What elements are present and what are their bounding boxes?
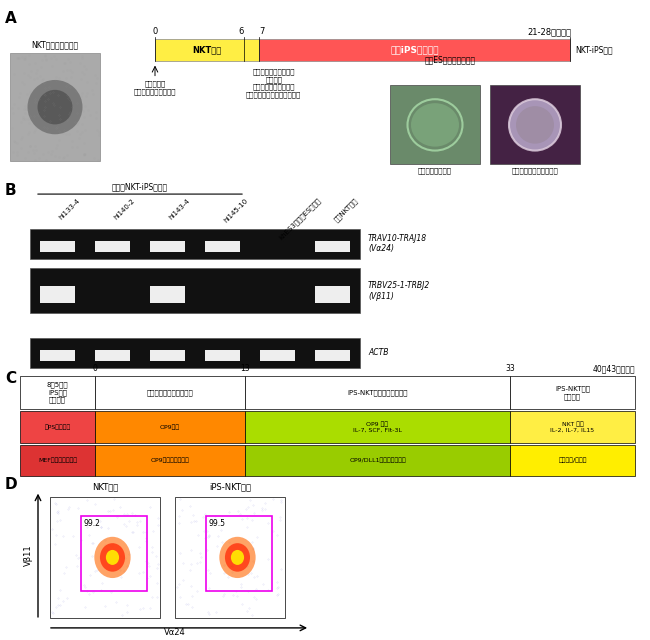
Text: ヒトES細胞様コロニー: ヒトES細胞様コロニー <box>424 56 476 65</box>
Text: hi140-2: hi140-2 <box>112 197 136 220</box>
Ellipse shape <box>94 537 131 578</box>
Text: A: A <box>5 12 17 26</box>
Text: iPS-NKT細胞分化誘導培養: iPS-NKT細胞分化誘導培養 <box>347 389 408 396</box>
Text: 血球系細胞分化誘導培養: 血球系細胞分化誘導培養 <box>147 389 194 396</box>
Bar <box>20 445 95 476</box>
Text: NKT培地: NKT培地 <box>192 45 222 54</box>
Ellipse shape <box>411 103 459 147</box>
Text: iPS-NKT細胞
成熟培養: iPS-NKT細胞 成熟培養 <box>555 385 590 399</box>
Bar <box>315 350 350 361</box>
Text: NKT 培地
IL-2, IL-7, IL15: NKT 培地 IL-2, IL-7, IL15 <box>551 421 595 433</box>
Text: フィーダー細胞培養皿
もしくは
ラミニンコート培養皿
〈フィーダー細胞無し条件〉: フィーダー細胞培養皿 もしくは ラミニンコート培養皿 〈フィーダー細胞無し条件〉 <box>246 68 302 98</box>
Text: 99.5: 99.5 <box>209 519 226 528</box>
Bar <box>150 350 185 361</box>
Text: hi143-4: hi143-4 <box>168 197 190 220</box>
Text: TRAV10-TRAJ18
(Vα24): TRAV10-TRAJ18 (Vα24) <box>368 234 427 253</box>
Bar <box>95 445 245 476</box>
Bar <box>30 229 360 259</box>
Ellipse shape <box>509 99 561 150</box>
Bar <box>206 516 272 591</box>
Bar <box>245 445 510 476</box>
Ellipse shape <box>516 106 554 143</box>
Text: ヒトNKT細胞: ヒトNKT細胞 <box>333 197 359 223</box>
Ellipse shape <box>225 543 250 572</box>
Ellipse shape <box>231 550 244 565</box>
Bar <box>30 269 360 313</box>
Text: B: B <box>5 183 17 198</box>
Text: Vβ11: Vβ11 <box>23 545 32 566</box>
Text: （ヒトNKT-iPS細胞）: （ヒトNKT-iPS細胞） <box>112 182 168 191</box>
Bar <box>245 376 510 409</box>
Text: 40～43（日目）: 40～43（日目） <box>592 364 635 373</box>
Text: OP9培地: OP9培地 <box>160 424 180 430</box>
Text: 99.2: 99.2 <box>84 519 101 528</box>
Ellipse shape <box>27 80 83 134</box>
Text: 0: 0 <box>152 27 157 36</box>
Ellipse shape <box>219 537 255 578</box>
Bar <box>50 497 160 618</box>
Ellipse shape <box>38 90 73 124</box>
Bar <box>260 350 295 361</box>
Bar <box>205 241 240 252</box>
Text: 21-28（日目）: 21-28（日目） <box>528 27 572 36</box>
Bar <box>81 516 147 591</box>
Bar <box>20 376 95 409</box>
Bar <box>490 85 580 164</box>
Text: NKT-iPS細胞: NKT-iPS細胞 <box>575 45 612 54</box>
Text: NKT細胞: NKT細胞 <box>92 483 118 492</box>
Bar <box>155 39 259 61</box>
Text: 遺伝子導入
（センダイウイルス）: 遺伝子導入 （センダイウイルス） <box>134 81 176 95</box>
Text: ACTB: ACTB <box>368 348 389 357</box>
Text: TRBV25-1-TRBJ2
(Vβ11): TRBV25-1-TRBJ2 (Vβ11) <box>368 281 430 301</box>
Ellipse shape <box>106 550 119 565</box>
Bar <box>95 241 130 252</box>
Bar <box>390 85 480 164</box>
Text: 樹状細胞/腫瘍宝: 樹状細胞/腫瘍宝 <box>558 458 587 463</box>
Bar <box>20 411 95 444</box>
Text: 0: 0 <box>92 364 98 373</box>
Text: 8～5日前
iPS細胞
培地培養: 8～5日前 iPS細胞 培地培養 <box>47 381 68 403</box>
Text: khES3（ヒトES細胞）: khES3（ヒトES細胞） <box>278 197 322 241</box>
Text: フィーダー細胞無し条件: フィーダー細胞無し条件 <box>512 167 558 174</box>
Text: ヒトiPS細胞培地: ヒトiPS細胞培地 <box>390 45 439 54</box>
Text: C: C <box>5 371 16 386</box>
Bar <box>40 286 75 303</box>
Text: OP9フィーダー飼養: OP9フィーダー飼養 <box>151 458 189 463</box>
Text: 33: 33 <box>505 364 515 373</box>
Bar <box>150 286 185 303</box>
Bar <box>40 350 75 361</box>
Text: NKT細胞（前培養）: NKT細胞（前培養） <box>31 40 79 49</box>
Text: 6: 6 <box>239 27 244 36</box>
Ellipse shape <box>100 543 125 572</box>
Bar <box>95 376 245 409</box>
Text: iPS-NKT細胞: iPS-NKT細胞 <box>209 483 251 492</box>
Text: hi145-10: hi145-10 <box>222 197 249 223</box>
Text: 7: 7 <box>259 27 265 36</box>
Bar <box>175 497 285 618</box>
Bar <box>205 350 240 361</box>
Bar <box>30 338 360 367</box>
Bar <box>95 350 130 361</box>
Bar <box>510 411 635 444</box>
Bar <box>315 286 350 303</box>
Text: MEFフィーダー飼養: MEFフィーダー飼養 <box>38 458 77 463</box>
Bar <box>510 445 635 476</box>
Bar <box>40 241 75 252</box>
Bar <box>150 241 185 252</box>
Text: 13: 13 <box>240 364 250 373</box>
Text: hi133-4: hi133-4 <box>57 197 81 220</box>
Text: フィーダー細胞上: フィーダー細胞上 <box>418 167 452 174</box>
Text: OP9/DLL1フィーダー飼養: OP9/DLL1フィーダー飼養 <box>349 458 406 463</box>
Bar <box>10 53 100 161</box>
Bar <box>259 39 570 61</box>
Bar <box>95 411 245 444</box>
Bar <box>510 376 635 409</box>
Text: OP9 培地
IL-7, SCF, Flt-3L: OP9 培地 IL-7, SCF, Flt-3L <box>353 421 402 433</box>
Bar <box>315 241 350 252</box>
Text: Vα24: Vα24 <box>164 628 186 637</box>
Text: D: D <box>5 477 18 492</box>
Bar <box>245 411 510 444</box>
Text: ヒPS細胞培地: ヒPS細胞培地 <box>44 424 71 430</box>
